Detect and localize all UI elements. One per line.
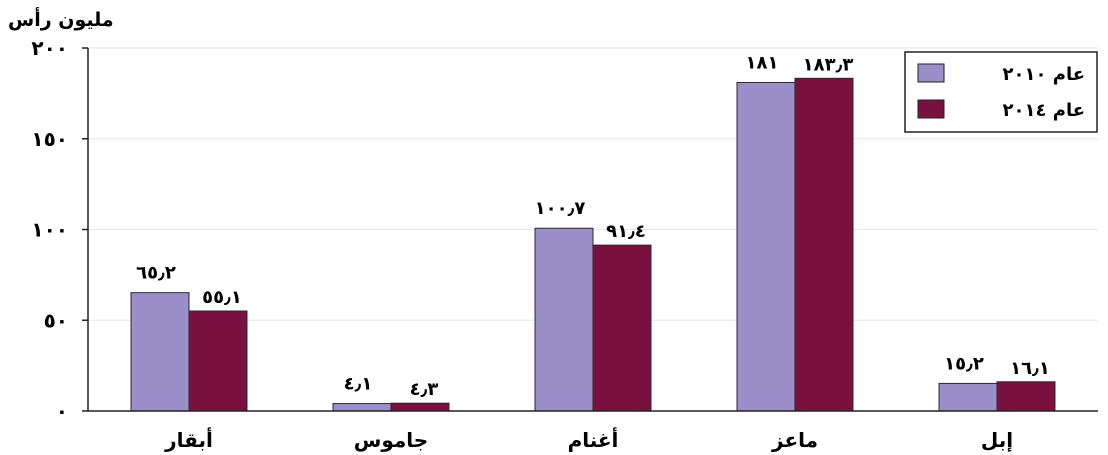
bar bbox=[534, 227, 594, 412]
y-tick-label: ١٠٠ bbox=[31, 218, 68, 242]
bar bbox=[938, 382, 998, 412]
bar bbox=[188, 310, 248, 412]
category-label: جاموس bbox=[354, 428, 428, 452]
data-label: ١٦٫١ bbox=[1010, 358, 1050, 379]
legend: عام ٢٠١٠ عام ٢٠١٤ bbox=[904, 51, 1098, 133]
legend-swatch bbox=[917, 63, 945, 83]
data-label: ١٥٫٢ bbox=[944, 353, 984, 374]
y-tick-label: ٠ bbox=[56, 399, 68, 423]
data-labels: ٦٥٫٢ ٥٥٫١ ٤٫١ ٤٫٣ ١٠٠٫٧ ٩١٫٤ ١٨١ ١٨٣٫٣ ١٥٫٢ ١٦٫١ bbox=[136, 52, 1050, 400]
bar bbox=[592, 244, 652, 412]
bar bbox=[996, 381, 1056, 412]
data-label: ٥٥٫١ bbox=[202, 287, 242, 308]
bar bbox=[794, 77, 854, 412]
category-label: أغنام bbox=[568, 426, 619, 452]
data-label: ٤٫٣ bbox=[410, 379, 439, 400]
data-label: ٤٫١ bbox=[344, 374, 373, 395]
chart-title: مليون رأس bbox=[8, 7, 114, 31]
data-label: ٦٥٫٢ bbox=[136, 263, 176, 284]
bar bbox=[130, 292, 190, 412]
data-label: ١٨٣٫٣ bbox=[803, 54, 854, 75]
y-axis: ٠ ٥٠ ١٠٠ ١٥٠ ٢٠٠ bbox=[31, 36, 89, 423]
y-tick-label: ٥٠ bbox=[44, 308, 68, 332]
data-label: ١٨١ bbox=[746, 52, 779, 73]
legend-label: عام ٢٠١٤ bbox=[1003, 100, 1085, 121]
category-label: ماعز bbox=[771, 428, 818, 452]
x-axis: أبقار جاموس أغنام ماعز إبل bbox=[88, 410, 1098, 452]
data-label: ١٠٠٫٧ bbox=[535, 198, 586, 219]
bar bbox=[736, 81, 796, 412]
category-label: أبقار bbox=[164, 426, 213, 452]
category-label: إبل bbox=[981, 428, 1013, 452]
bars bbox=[130, 77, 1056, 412]
bar bbox=[390, 402, 450, 412]
bar bbox=[332, 403, 392, 412]
y-tick-label: ٢٠٠ bbox=[31, 36, 68, 60]
y-tick-label: ١٥٠ bbox=[31, 127, 68, 151]
data-label: ٩١٫٤ bbox=[606, 221, 646, 242]
legend-label: عام ٢٠١٠ bbox=[1003, 64, 1085, 85]
legend-swatch bbox=[917, 99, 945, 119]
